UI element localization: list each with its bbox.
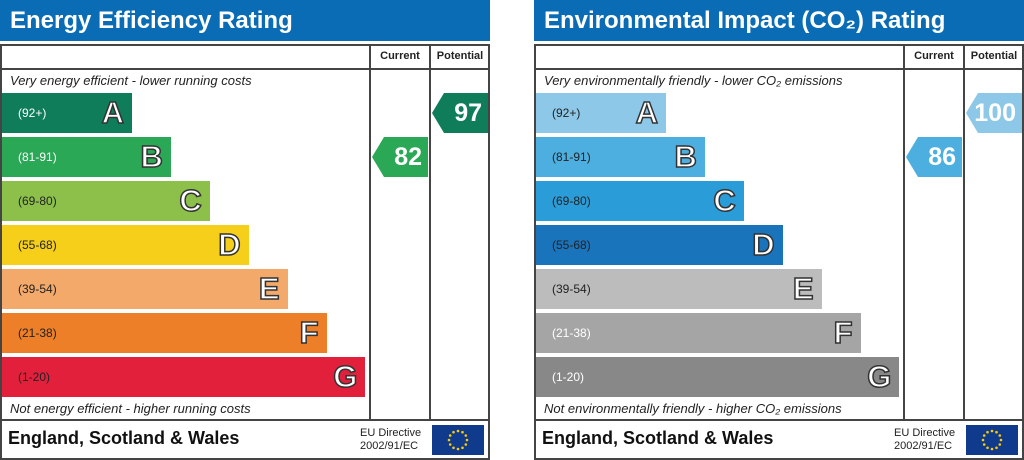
column-divider [429,44,431,420]
footer-region: England, Scotland & Wales [8,428,240,448]
column-header-potential: Potential [970,50,1018,62]
top-note: Very environmentally friendly - lower CO… [544,73,843,88]
eu-flag-icon [966,425,1018,455]
current-rating-arrow: 82 [372,137,428,177]
directive-number: 2002/91/EC [360,440,419,452]
band-letter: A [635,94,659,131]
column-divider [369,44,371,420]
rating-band-E: (39-54) E [536,269,822,309]
directive-line: EU Directive [894,427,956,439]
rating-band-C: (69-80) C [536,181,744,221]
bottom-note: Not energy efficient - higher running co… [10,401,251,416]
table-frame [534,44,1024,460]
band-range: (92+) [18,106,47,120]
band-letter: F [299,314,319,351]
band-range: (55-68) [552,238,591,252]
rating-band-F: (21-38) F [536,313,861,353]
band-letter: D [218,226,242,263]
rating-band-F: (21-38) F [2,313,327,353]
column-header-current: Current [914,50,954,62]
rating-band-G: (1-20) G [536,357,900,397]
band-range: (92+) [552,106,581,120]
rating-band-A: (92+) A [2,93,132,133]
top-note: Very energy efficient - lower running co… [10,73,252,88]
band-letter: D [752,226,776,263]
rating-band-C: (69-80) C [2,181,210,221]
column-header-current: Current [380,50,420,62]
band-range: (81-91) [18,150,57,164]
band-range: (39-54) [552,282,591,296]
environmental-impact-panel: Environmental Impact (CO₂) Rating Current… [534,0,1024,460]
band-letter: G [333,358,359,395]
rating-band-G: (1-20) G [2,357,366,397]
header-divider [0,68,488,70]
band-range: (39-54) [18,282,57,296]
potential-rating-arrow: 97 [432,93,488,133]
band-letter: A [101,94,125,131]
rating-band-A: (92+) A [536,93,666,133]
band-range: (69-80) [18,194,57,208]
current-rating-arrow: 86 [906,137,962,177]
footer-region: England, Scotland & Wales [542,428,774,448]
footer-divider [534,419,1024,421]
band-letter: B [674,138,698,175]
band-letter: F [833,314,853,351]
band-letter: C [179,182,203,219]
band-letter: B [140,138,164,175]
footer-divider [0,419,490,421]
potential-rating-arrow: 100 [966,93,1022,133]
column-divider [903,44,905,420]
chart-title: Energy Efficiency Rating [0,0,490,41]
header-divider [534,68,1022,70]
eu-directive: EU Directive 2002/91/EC [894,427,955,453]
directive-line: EU Directive [360,427,422,439]
band-letter: C [713,182,737,219]
rating-band-E: (39-54) E [2,269,288,309]
directive-number: 2002/91/EC [894,440,953,452]
band-range: (21-38) [18,326,57,340]
band-range: (69-80) [552,194,591,208]
band-letter: G [867,358,893,395]
energy-efficiency-panel: Energy Efficiency Rating Current Potential… [0,0,490,460]
eu-directive: EU Directive 2002/91/EC [360,427,421,453]
band-range: (81-91) [552,150,591,164]
band-range: (55-68) [18,238,57,252]
table-frame [0,44,490,460]
rating-band-B: (81-91) B [536,137,705,177]
band-range: (1-20) [552,370,585,384]
rating-band-D: (55-68) D [2,225,249,265]
band-letter: E [792,270,814,307]
eu-flag-icon [432,425,484,455]
bottom-note: Not environmentally friendly - higher CO… [544,401,842,416]
band-letter: E [258,270,280,307]
column-divider [963,44,965,420]
rating-band-B: (81-91) B [2,137,171,177]
band-range: (21-38) [552,326,591,340]
column-header-potential: Potential [436,50,484,62]
rating-band-D: (55-68) D [536,225,783,265]
chart-title: Environmental Impact (CO₂) Rating [534,0,1024,41]
band-range: (1-20) [18,370,51,384]
